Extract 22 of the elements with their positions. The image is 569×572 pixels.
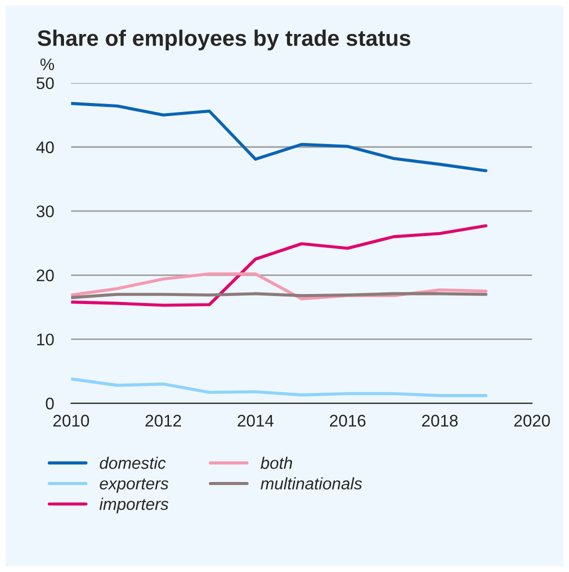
y-axis-title: % [40, 58, 54, 70]
y-tick-label: 0 [46, 398, 54, 410]
legend-label: multinationals [260, 477, 362, 490]
legend-label: both [260, 456, 292, 469]
legend-label: exporters [100, 478, 168, 493]
x-tick-label: 2010 [53, 414, 90, 427]
y-tick-label: 30 [36, 205, 54, 218]
legend-label: domestic [100, 456, 166, 469]
y-tick-label: 40 [36, 141, 54, 154]
chart-title: Share of employees by trade status [38, 30, 410, 50]
y-tick-label: 20 [36, 270, 54, 282]
line-series [71, 377, 488, 398]
line-series [71, 102, 488, 172]
y-tick-label: 50 [36, 77, 54, 90]
y-tick-label: 10 [37, 334, 54, 346]
x-tick-label: 2014 [238, 414, 274, 427]
x-tick-label: 2020 [514, 414, 550, 427]
x-tick-label: 2012 [146, 414, 182, 427]
line-series [71, 224, 488, 307]
x-tick-label: 2018 [422, 414, 458, 427]
x-tick-label: 2016 [330, 414, 366, 427]
legend-label: importers [100, 498, 168, 514]
